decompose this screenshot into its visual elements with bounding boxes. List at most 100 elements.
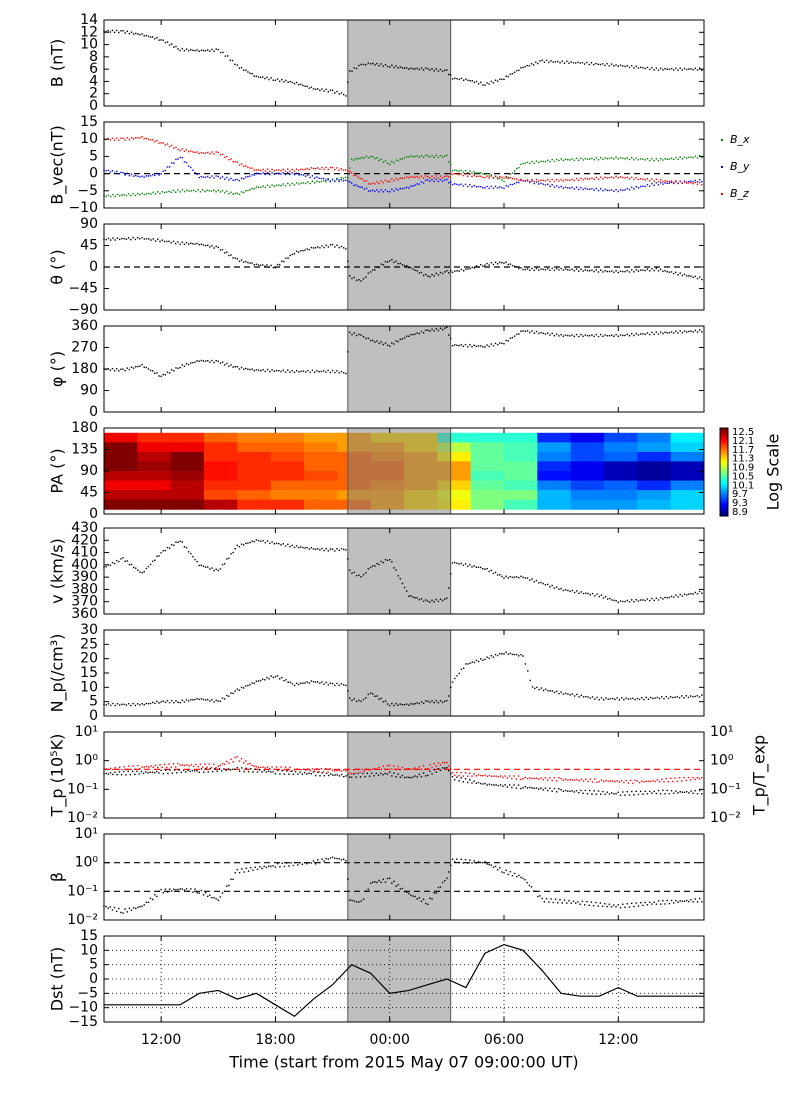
data-point	[403, 776, 406, 779]
data-point	[355, 174, 357, 177]
pa-heatmap-cell	[670, 490, 705, 501]
data-point	[464, 183, 467, 186]
colorbar-segment	[720, 496, 728, 499]
data-point	[505, 175, 507, 178]
data-point	[662, 270, 664, 273]
data-point	[550, 898, 552, 900]
data-point	[300, 682, 302, 684]
data-point	[399, 338, 401, 341]
data-point	[207, 244, 209, 246]
data-point	[690, 68, 692, 70]
data-point	[568, 900, 570, 902]
data-point	[488, 345, 490, 348]
data-point	[139, 33, 141, 36]
data-point	[646, 598, 649, 600]
data-point	[105, 30, 107, 33]
data-point	[545, 897, 548, 900]
data-point	[273, 370, 276, 372]
colorbar-tick-label: 9.7	[732, 489, 748, 500]
data-point	[308, 862, 310, 864]
data-point	[105, 905, 107, 908]
data-point	[535, 579, 538, 582]
data-point	[107, 169, 109, 172]
data-point	[416, 332, 418, 334]
data-point	[301, 863, 304, 865]
data-point	[670, 331, 673, 333]
data-point	[611, 599, 613, 601]
data-point	[631, 599, 633, 601]
data-point	[380, 768, 382, 770]
data-point	[321, 166, 323, 169]
data-point	[513, 872, 516, 875]
data-point	[617, 791, 619, 794]
data-point	[520, 876, 522, 879]
data-point	[338, 769, 340, 772]
data-point	[116, 768, 119, 771]
data-point	[433, 601, 435, 603]
data-point	[431, 599, 433, 602]
data-point	[401, 774, 404, 777]
data-point	[631, 269, 633, 271]
data-point	[504, 775, 506, 777]
data-point	[219, 764, 222, 767]
data-point	[431, 178, 433, 181]
data-point	[194, 698, 196, 701]
data-point	[467, 663, 469, 665]
data-point	[284, 170, 287, 172]
data-point	[589, 778, 591, 780]
data-point	[564, 778, 567, 780]
data-point	[247, 684, 249, 687]
data-point	[638, 781, 641, 784]
data-point	[456, 344, 458, 346]
data-point	[130, 704, 132, 707]
data-point	[511, 172, 514, 174]
data-point	[627, 782, 630, 784]
data-point	[635, 177, 637, 179]
data-point	[179, 764, 181, 766]
data-point	[213, 361, 215, 364]
data-point	[624, 794, 626, 796]
data-point	[467, 79, 469, 82]
y-tick-label: 390	[71, 569, 98, 585]
data-point	[422, 69, 425, 71]
data-point	[573, 188, 576, 190]
data-point	[462, 174, 465, 177]
data-point	[376, 881, 378, 884]
data-point	[545, 688, 547, 690]
data-point	[378, 266, 380, 269]
data-point	[526, 64, 528, 67]
data-point	[431, 773, 433, 775]
data-point	[380, 158, 382, 160]
data-point	[181, 364, 184, 366]
data-point	[469, 344, 471, 346]
y-tick-label: 10	[80, 679, 98, 695]
data-point	[134, 704, 137, 707]
data-point	[181, 699, 184, 702]
data-point	[153, 771, 156, 774]
data-point	[196, 151, 198, 153]
data-point	[230, 758, 232, 761]
data-point	[331, 548, 334, 550]
data-point	[380, 560, 382, 563]
data-point	[439, 327, 442, 329]
data-point	[327, 90, 330, 93]
data-point	[397, 263, 399, 265]
data-point	[367, 888, 369, 890]
data-point	[484, 173, 486, 175]
data-point	[513, 784, 515, 786]
data-point	[162, 142, 164, 144]
data-point	[658, 780, 661, 783]
data-point	[503, 653, 505, 655]
data-point	[358, 574, 360, 576]
data-point	[662, 69, 664, 71]
pa-heatmap-cell	[137, 432, 172, 443]
data-point	[437, 329, 440, 332]
data-point	[336, 178, 338, 181]
data-point	[584, 157, 587, 160]
data-point	[304, 175, 307, 177]
data-point	[166, 891, 169, 893]
pa-heatmap-cell	[204, 451, 238, 462]
data-point	[190, 552, 192, 555]
colorbar-segment	[720, 478, 728, 482]
y-axis-label-right: T_p/T_exp	[750, 735, 770, 816]
